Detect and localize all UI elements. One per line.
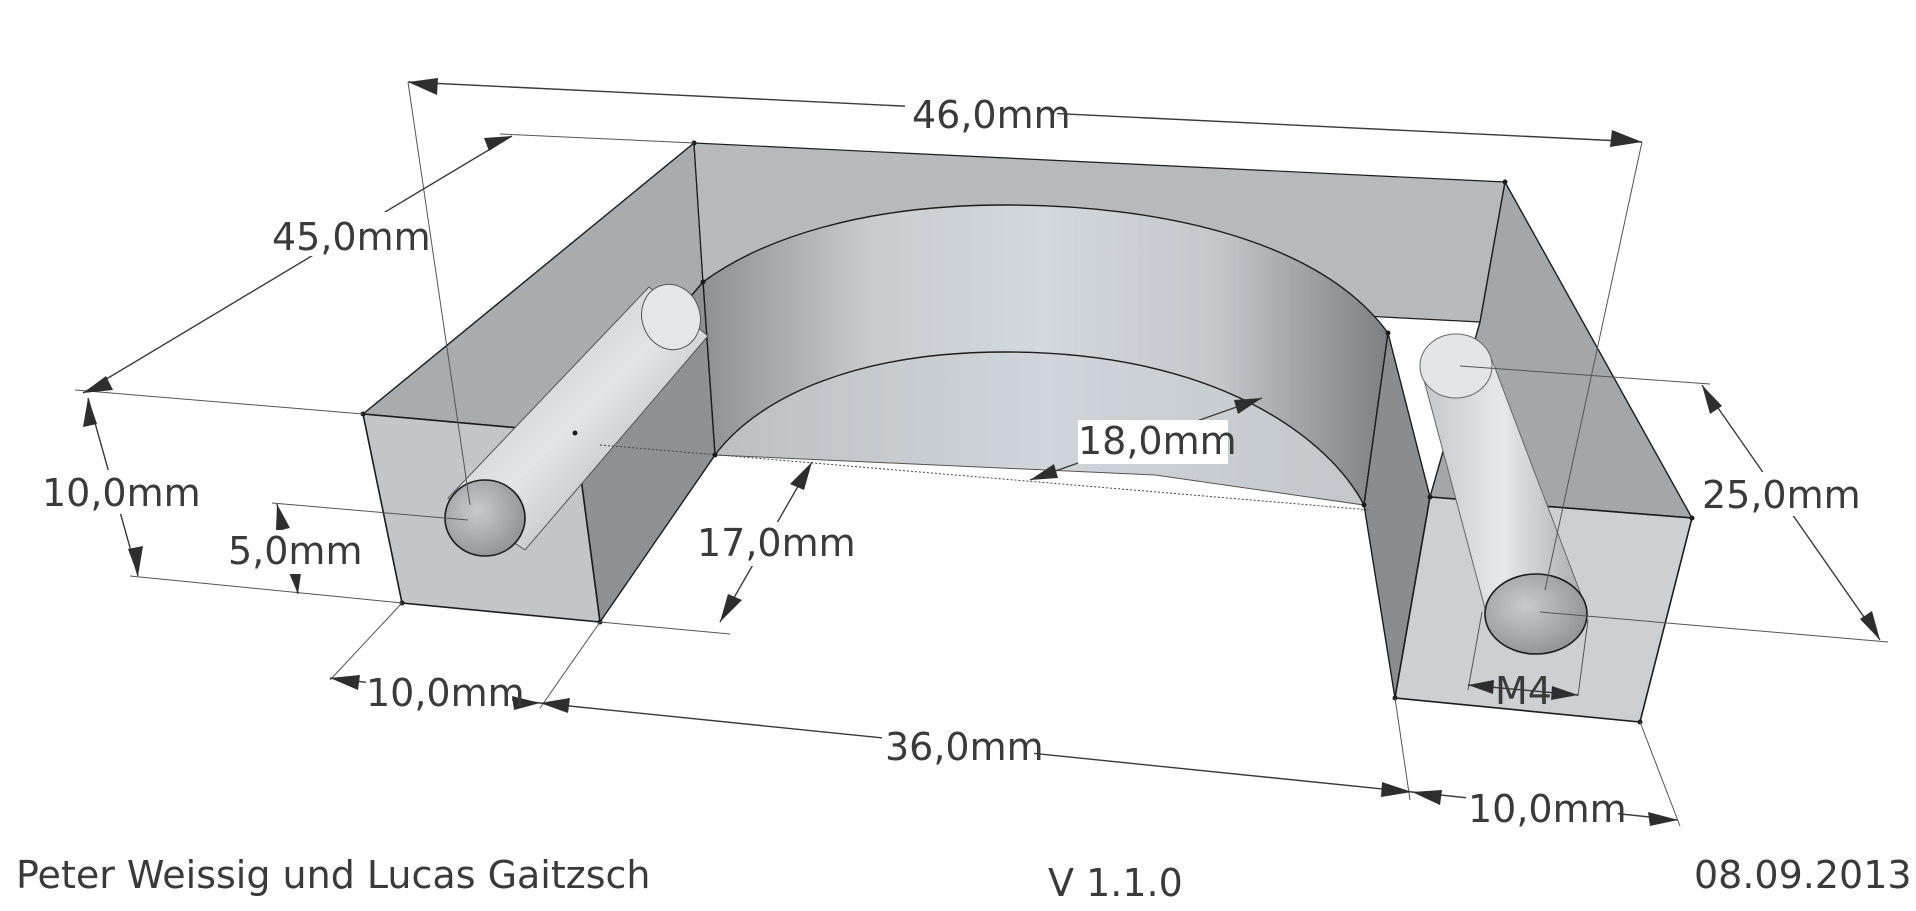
dimension-overall-width: 46,0mm — [407, 78, 1643, 591]
part-body — [360, 140, 1695, 725]
dimension-hole-spacing: 25,0mm — [1459, 365, 1889, 643]
dim-label-height: 10,0mm — [42, 471, 201, 515]
footer-date: 08.09.2013 — [1694, 853, 1912, 897]
dim-label-gap-width: 36,0mm — [885, 725, 1044, 769]
dimension-arch-radius: 18,0mm — [1029, 397, 1263, 481]
footer-version: V 1.1.0 — [1048, 861, 1183, 905]
dim-label-overall-width: 46,0mm — [912, 93, 1071, 137]
dim-label-arch-radius: 18,0mm — [1078, 419, 1237, 463]
right-hole-front-end — [1484, 573, 1588, 655]
dim-label-thread: M4 — [1495, 669, 1552, 713]
dim-label-left-leg-width: 10,0mm — [366, 671, 525, 715]
hidden-center-line — [599, 444, 1371, 511]
dim-label-right-leg-width: 10,0mm — [1468, 787, 1627, 831]
dimension-depth: 45,0mm — [74, 133, 695, 415]
footer-authors: Peter Weissig und Lucas Gaitzsch — [16, 853, 650, 897]
right-hole-back-end — [1419, 333, 1493, 399]
dimension-height: 10,0mm — [40, 397, 403, 604]
dim-label-hole-spacing: 25,0mm — [1702, 473, 1861, 517]
dim-label-arch-height: 17,0mm — [697, 521, 856, 565]
dimension-gap-width: 36,0mm — [539, 697, 1413, 801]
dim-label-depth: 45,0mm — [272, 215, 431, 259]
dim-label-hole-height: 5,0mm — [228, 529, 362, 573]
dimension-arch-height: 17,0mm — [599, 461, 856, 635]
left-hole-back-end — [641, 283, 701, 351]
dimension-thread: M4 — [1467, 611, 1589, 713]
dimension-hole-height: 5,0mm — [225, 502, 469, 595]
dimension-left-leg-width: 10,0mm — [329, 602, 601, 716]
dimension-right-leg-width: 10,0mm — [1411, 721, 1681, 832]
footer: Peter Weissig und Lucas Gaitzsch V 1.1.0… — [16, 853, 1912, 905]
left-hole-front-end — [444, 479, 526, 557]
